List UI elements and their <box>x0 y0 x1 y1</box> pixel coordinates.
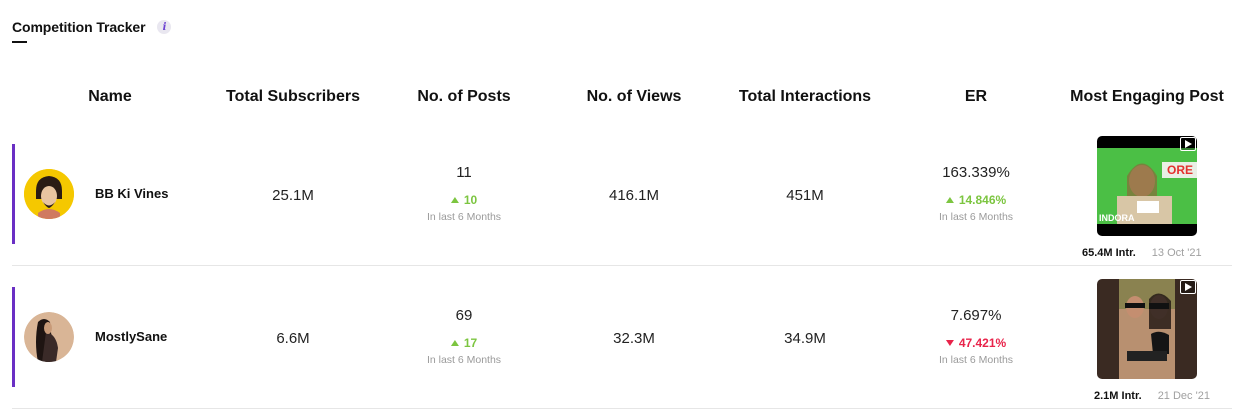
er-delta: 47.421% <box>939 336 1013 350</box>
svg-text:ORE: ORE <box>1167 163 1193 177</box>
column-header-name: Name <box>88 88 132 105</box>
post-date: 21 Dec '21 <box>1157 390 1210 402</box>
column-header-subscribers: Total Subscribers <box>226 88 360 105</box>
table-row[interactable]: MostlySane 6.6M 69 17 In last 6 Months 3… <box>12 267 1232 409</box>
widget-header: Competition Tracker i <box>12 19 172 35</box>
title-underline <box>12 41 27 43</box>
competitor-name[interactable]: BB Ki Vines <box>95 186 169 201</box>
views-value: 416.1M <box>608 187 660 204</box>
arrow-up-icon <box>450 340 459 346</box>
arrow-up-icon <box>945 197 954 203</box>
avatar[interactable] <box>24 169 74 219</box>
column-header-er: ER <box>964 88 988 105</box>
er-cell: 7.697% 47.421% In last 6 Months <box>939 307 1013 366</box>
posts-cell: 69 17 In last 6 Months <box>427 307 501 366</box>
post-interactions: 2.1M Intr. <box>1094 390 1142 402</box>
posts-period: In last 6 Months <box>426 211 502 223</box>
posts-period: In last 6 Months <box>426 354 502 366</box>
posts-value: 11 <box>456 164 472 181</box>
svg-text:INDORA: INDORA <box>1099 213 1135 223</box>
er-period: In last 6 Months <box>938 211 1014 223</box>
column-header-views: No. of Views <box>586 88 682 105</box>
table-header: Name Total Subscribers No. of Posts No. … <box>0 88 1237 110</box>
row-accent-bar <box>12 144 15 244</box>
subscribers-value: 25.1M <box>272 187 314 204</box>
table-row[interactable]: BB Ki Vines 25.1M 11 10 In last 6 Months… <box>12 124 1232 266</box>
column-header-post: Most Engaging Post <box>1070 88 1224 105</box>
post-interactions: 65.4M Intr. <box>1082 247 1136 259</box>
post-thumbnail[interactable]: ORE INDORA <box>1097 136 1197 236</box>
arrow-down-icon <box>945 340 954 346</box>
views-value: 32.3M <box>613 330 655 347</box>
er-cell: 163.339% 14.846% In last 6 Months <box>939 164 1013 223</box>
column-header-posts: No. of Posts <box>417 88 511 105</box>
info-icon[interactable]: i <box>157 20 172 34</box>
post-thumbnail[interactable] <box>1097 279 1197 379</box>
post-meta: 65.4M Intr. 13 Oct '21 <box>1082 247 1202 259</box>
posts-cell: 11 10 In last 6 Months <box>427 164 501 223</box>
interactions-value: 451M <box>786 187 824 204</box>
video-play-icon <box>1180 137 1196 151</box>
posts-delta: 17 <box>427 336 501 350</box>
er-value: 7.697% <box>950 307 1002 324</box>
er-value: 163.339% <box>942 164 1010 181</box>
subscribers-value: 6.6M <box>276 330 310 347</box>
post-meta: 2.1M Intr. 21 Dec '21 <box>1094 390 1210 402</box>
posts-delta: 10 <box>427 193 501 207</box>
interactions-value: 34.9M <box>784 330 826 347</box>
row-accent-bar <box>12 287 15 387</box>
post-date: 13 Oct '21 <box>1151 247 1202 259</box>
er-period: In last 6 Months <box>938 354 1014 366</box>
avatar[interactable] <box>24 312 74 362</box>
video-play-icon <box>1180 280 1196 294</box>
widget-title: Competition Tracker <box>12 19 146 35</box>
column-header-interactions: Total Interactions <box>738 88 872 105</box>
posts-value: 69 <box>455 307 473 324</box>
arrow-up-icon <box>450 197 459 203</box>
competitor-name[interactable]: MostlySane <box>95 329 168 344</box>
er-delta: 14.846% <box>939 193 1013 207</box>
